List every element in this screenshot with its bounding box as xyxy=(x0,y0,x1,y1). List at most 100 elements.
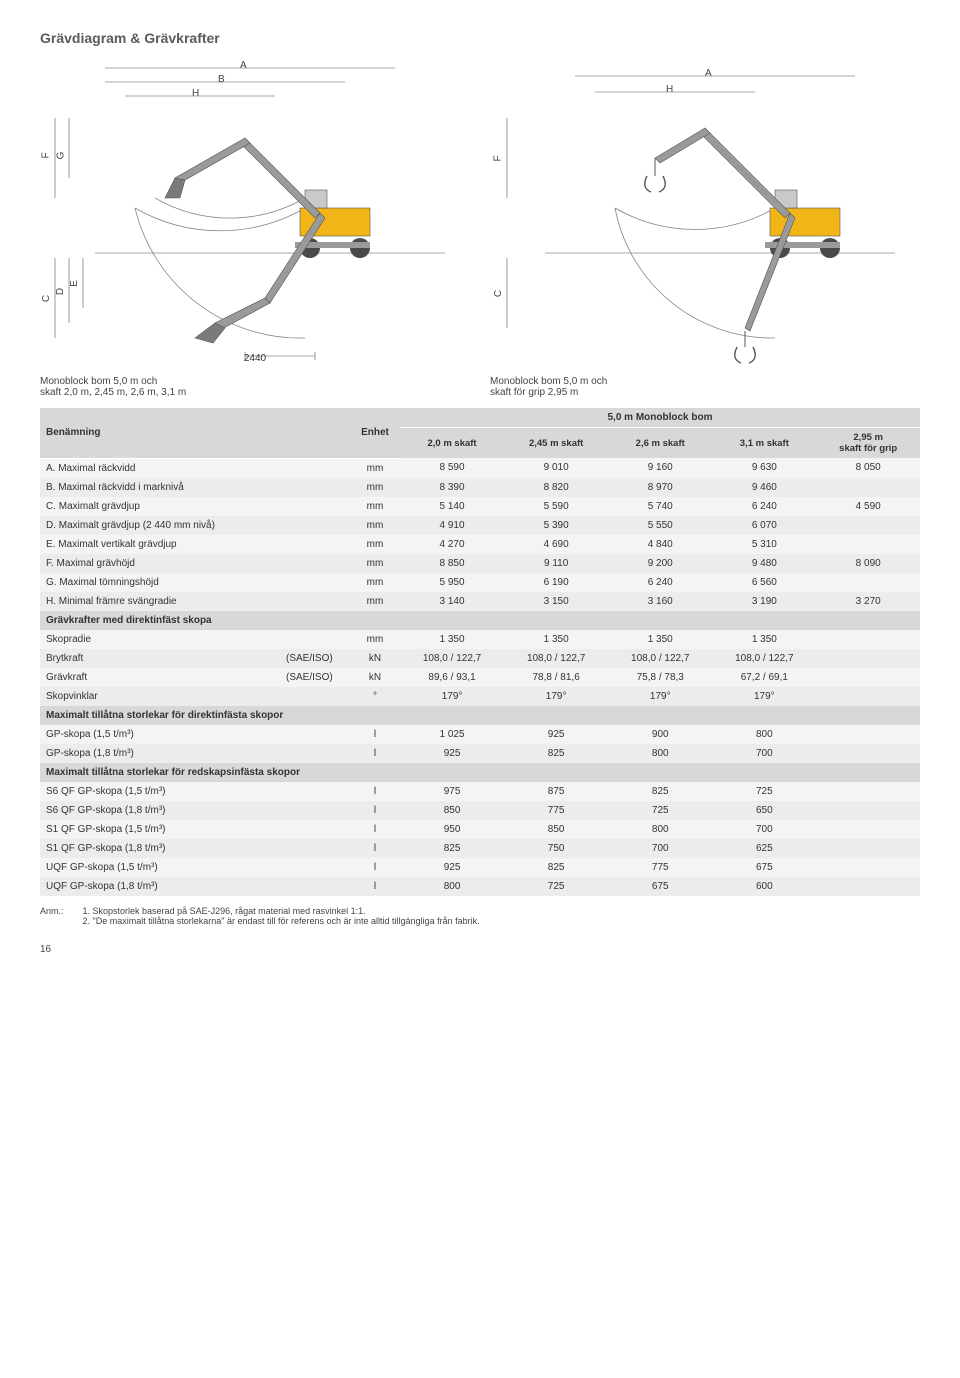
row-val: 179° xyxy=(400,687,504,706)
row-val: 825 xyxy=(608,782,712,801)
row-val: 6 070 xyxy=(712,516,816,535)
label-H-r: H xyxy=(666,84,673,95)
row-unit: mm xyxy=(350,516,400,535)
row-u2: (SAE/ISO) xyxy=(280,668,350,687)
row-val: 975 xyxy=(400,782,504,801)
th-group: 5,0 m Monoblock bom xyxy=(400,408,920,428)
row-name: GP-skopa (1,8 t/m³) xyxy=(40,744,350,763)
row-val: 5 550 xyxy=(608,516,712,535)
row-val xyxy=(816,839,920,858)
row-name: F. Maximal grävhöjd xyxy=(40,554,350,573)
row-val: 179° xyxy=(712,687,816,706)
row-unit: mm xyxy=(350,478,400,497)
row-val: 9 010 xyxy=(504,458,608,478)
notes-label: Anm.: xyxy=(40,906,80,916)
sec2-title: Grävkrafter med direktinfäst skopa xyxy=(40,611,920,630)
row-name: H. Minimal främre svängradie xyxy=(40,592,350,611)
row-val: 8 050 xyxy=(816,458,920,478)
sec4-title: Maximalt tillåtna storlekar för redskaps… xyxy=(40,763,920,782)
row-val xyxy=(816,687,920,706)
label-G: G xyxy=(55,152,66,160)
row-u2 xyxy=(280,630,350,649)
dim-2440: 2440 xyxy=(244,353,266,364)
label-H: H xyxy=(192,88,199,99)
row-val: 5 740 xyxy=(608,497,712,516)
row-unit: l xyxy=(350,744,400,763)
page-number: 16 xyxy=(40,944,920,955)
row-val xyxy=(816,478,920,497)
row-unit: kN xyxy=(350,668,400,687)
tbody-sec2-rows: Skopradiemm1 3501 3501 3501 350Brytkraft… xyxy=(40,630,920,706)
row-name: S1 QF GP-skopa (1,8 t/m³) xyxy=(40,839,350,858)
row-val: 1 025 xyxy=(400,725,504,744)
label-C: C xyxy=(41,295,52,302)
row-val: 9 630 xyxy=(712,458,816,478)
row-val xyxy=(816,630,920,649)
row-u2: (SAE/ISO) xyxy=(280,649,350,668)
captions-row: Monoblock bom 5,0 m och skaft 2,0 m, 2,4… xyxy=(40,376,920,398)
row-val: 750 xyxy=(504,839,608,858)
row-unit: l xyxy=(350,725,400,744)
row-val xyxy=(816,725,920,744)
row-unit: l xyxy=(350,820,400,839)
row-val: 6 240 xyxy=(712,497,816,516)
row-val: 5 390 xyxy=(504,516,608,535)
tbody-sec3: Maximalt tillåtna storlekar för direktin… xyxy=(40,706,920,725)
row-val: 8 850 xyxy=(400,554,504,573)
th-c3: 3,1 m skaft xyxy=(712,428,816,459)
row-name: D. Maximalt grävdjup (2 440 mm nivå) xyxy=(40,516,350,535)
row-val: 3 190 xyxy=(712,592,816,611)
row-val: 600 xyxy=(712,877,816,896)
row-val: 1 350 xyxy=(400,630,504,649)
sec3-title: Maximalt tillåtna storlekar för direktin… xyxy=(40,706,920,725)
row-val: 3 140 xyxy=(400,592,504,611)
row-val: 850 xyxy=(400,801,504,820)
row-val: 825 xyxy=(504,744,608,763)
row-name: Skopvinklar xyxy=(40,687,280,706)
row-val: 800 xyxy=(608,744,712,763)
row-name: GP-skopa (1,5 t/m³) xyxy=(40,725,350,744)
label-F-r: F xyxy=(493,155,504,161)
row-name: S6 QF GP-skopa (1,8 t/m³) xyxy=(40,801,350,820)
row-unit: mm xyxy=(350,497,400,516)
row-val: 89,6 / 93,1 xyxy=(400,668,504,687)
row-val: 9 200 xyxy=(608,554,712,573)
spec-table: Benämning Enhet 5,0 m Monoblock bom 2,0 … xyxy=(40,408,920,896)
diagram-right-svg xyxy=(490,58,920,368)
row-val xyxy=(816,858,920,877)
caption-left: Monoblock bom 5,0 m och skaft 2,0 m, 2,4… xyxy=(40,376,470,398)
th-c2: 2,6 m skaft xyxy=(608,428,712,459)
page-title: Grävdiagram & Grävkrafter xyxy=(40,30,920,46)
label-C-r: C xyxy=(493,290,504,297)
row-val: 8 390 xyxy=(400,478,504,497)
row-name: C. Maximalt grävdjup xyxy=(40,497,350,516)
row-val: 6 240 xyxy=(608,573,712,592)
row-val: 9 110 xyxy=(504,554,608,573)
diagram-left: A B H F G C D E 2440 xyxy=(40,58,470,368)
row-val: 108,0 / 122,7 xyxy=(712,649,816,668)
row-val xyxy=(816,744,920,763)
row-val: 950 xyxy=(400,820,504,839)
row-val: 775 xyxy=(608,858,712,877)
row-val: 700 xyxy=(712,820,816,839)
row-val: 1 350 xyxy=(608,630,712,649)
row-val: 4 590 xyxy=(816,497,920,516)
row-val: 9 160 xyxy=(608,458,712,478)
row-name: S6 QF GP-skopa (1,5 t/m³) xyxy=(40,782,350,801)
row-val xyxy=(816,782,920,801)
th-c4: 2,95 m skaft för grip xyxy=(816,428,920,459)
row-val xyxy=(816,801,920,820)
row-unit: l xyxy=(350,782,400,801)
row-name: UQF GP-skopa (1,8 t/m³) xyxy=(40,877,350,896)
row-val: 800 xyxy=(608,820,712,839)
row-val: 5 140 xyxy=(400,497,504,516)
row-val: 108,0 / 122,7 xyxy=(504,649,608,668)
row-val: 825 xyxy=(400,839,504,858)
row-val: 700 xyxy=(608,839,712,858)
row-val: 800 xyxy=(712,725,816,744)
row-unit: mm xyxy=(350,458,400,478)
label-A-r: A xyxy=(705,68,712,79)
row-name: G. Maximal tömningshöjd xyxy=(40,573,350,592)
row-val: 78,8 / 81,6 xyxy=(504,668,608,687)
label-A: A xyxy=(240,60,247,71)
